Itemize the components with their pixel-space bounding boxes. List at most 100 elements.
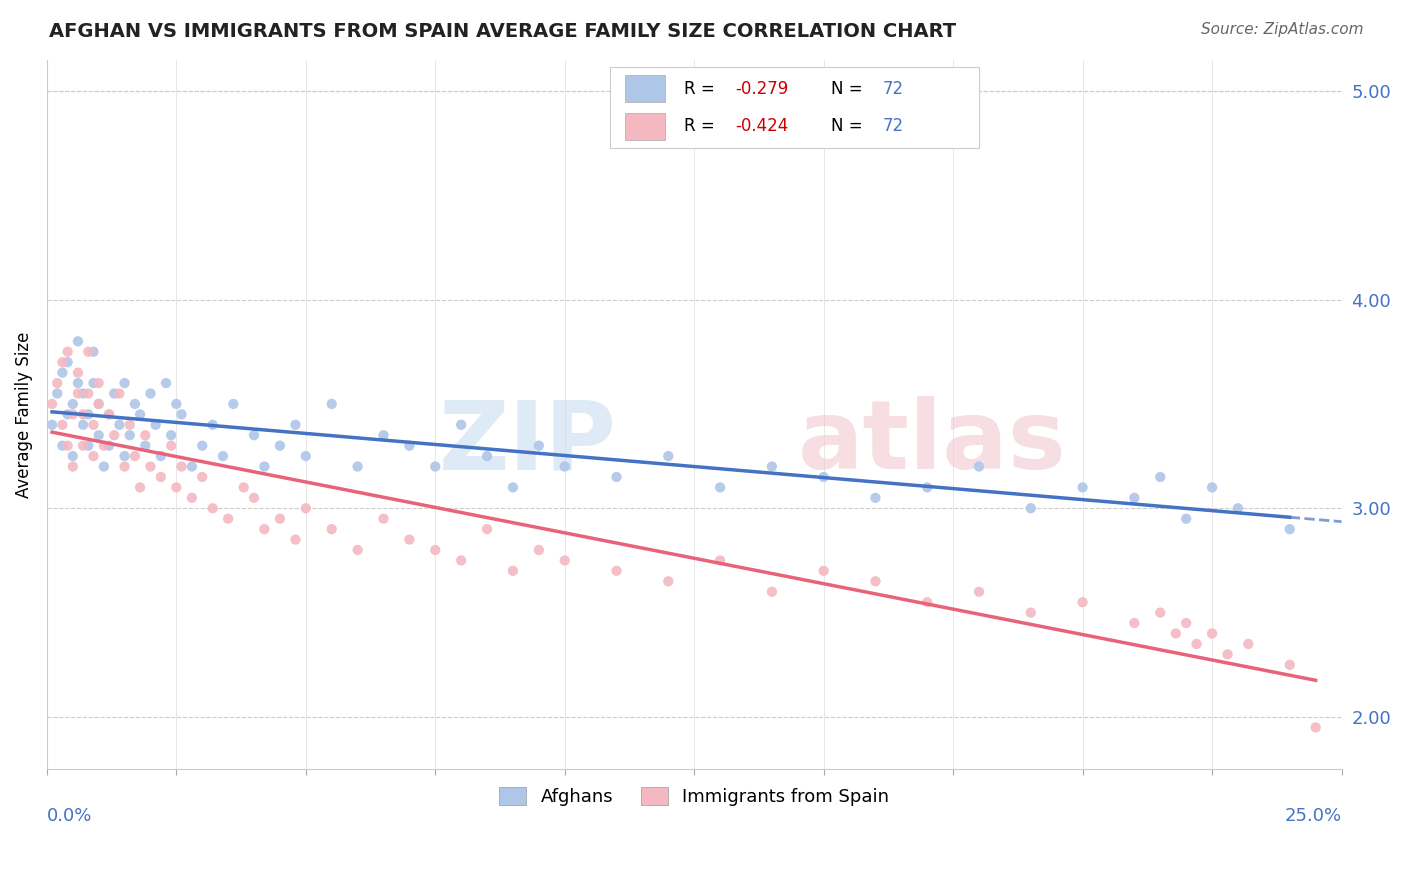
Point <box>1019 606 1042 620</box>
Point <box>1185 637 1208 651</box>
Point <box>967 459 990 474</box>
Point <box>134 428 156 442</box>
Point <box>201 501 224 516</box>
Point <box>87 397 110 411</box>
Point <box>1237 637 1260 651</box>
Point <box>1149 470 1171 484</box>
Point <box>191 470 214 484</box>
Point <box>450 417 472 432</box>
Point <box>93 439 115 453</box>
Point <box>284 533 307 547</box>
Point <box>865 574 887 589</box>
Point <box>180 491 202 505</box>
Point <box>87 428 110 442</box>
Point <box>118 428 141 442</box>
Point <box>98 408 121 422</box>
Point <box>72 439 94 453</box>
Point <box>56 408 79 422</box>
Point <box>56 355 79 369</box>
Point <box>1071 595 1094 609</box>
Point <box>284 417 307 432</box>
Point <box>554 553 576 567</box>
Point <box>62 397 84 411</box>
Point <box>82 449 104 463</box>
Text: AFGHAN VS IMMIGRANTS FROM SPAIN AVERAGE FAMILY SIZE CORRELATION CHART: AFGHAN VS IMMIGRANTS FROM SPAIN AVERAGE … <box>49 22 956 41</box>
Point <box>87 397 110 411</box>
Point <box>709 553 731 567</box>
Point <box>1164 626 1187 640</box>
Point <box>66 376 89 390</box>
Point <box>1201 480 1223 494</box>
Point <box>1305 720 1327 734</box>
Point <box>62 459 84 474</box>
Point <box>103 428 125 442</box>
Point <box>527 439 550 453</box>
Point <box>450 553 472 567</box>
Point <box>82 344 104 359</box>
Point <box>118 417 141 432</box>
Text: atlas: atlas <box>797 396 1066 489</box>
Point <box>114 449 136 463</box>
Point <box>243 428 266 442</box>
Text: 0.0%: 0.0% <box>46 806 93 825</box>
Point <box>967 584 990 599</box>
Point <box>1019 501 1042 516</box>
Point <box>1071 480 1094 494</box>
Point <box>657 574 679 589</box>
Point <box>66 334 89 349</box>
Text: ZIP: ZIP <box>439 396 616 489</box>
Point <box>475 449 498 463</box>
Point <box>108 386 131 401</box>
Point <box>1123 615 1146 630</box>
Point <box>502 480 524 494</box>
Point <box>865 491 887 505</box>
Point <box>82 417 104 432</box>
Point <box>98 408 121 422</box>
Point <box>108 417 131 432</box>
Point <box>425 459 447 474</box>
Point <box>77 386 100 401</box>
Point <box>212 449 235 463</box>
Point <box>1226 501 1249 516</box>
Point <box>170 408 193 422</box>
Text: Source: ZipAtlas.com: Source: ZipAtlas.com <box>1201 22 1364 37</box>
Point <box>46 386 69 401</box>
Point <box>139 459 162 474</box>
Point <box>129 408 152 422</box>
Point <box>93 459 115 474</box>
Point <box>72 386 94 401</box>
Point <box>373 428 395 442</box>
Point <box>155 376 177 390</box>
Point <box>813 564 835 578</box>
Point <box>527 543 550 558</box>
Point <box>813 470 835 484</box>
Point <box>373 512 395 526</box>
Y-axis label: Average Family Size: Average Family Size <box>15 331 32 498</box>
Point <box>160 439 183 453</box>
Point <box>201 417 224 432</box>
Point <box>398 533 420 547</box>
Point <box>217 512 239 526</box>
Point <box>1123 491 1146 505</box>
Point <box>98 439 121 453</box>
Point <box>1175 615 1198 630</box>
Point <box>51 417 73 432</box>
Point <box>346 459 368 474</box>
Point <box>761 584 783 599</box>
Point <box>114 459 136 474</box>
Point <box>502 564 524 578</box>
Point <box>56 344 79 359</box>
Point <box>41 417 63 432</box>
Point <box>124 449 146 463</box>
Point <box>134 439 156 453</box>
Point <box>1201 626 1223 640</box>
Point <box>87 376 110 390</box>
Point <box>72 408 94 422</box>
Point <box>149 470 172 484</box>
Point <box>170 459 193 474</box>
Point <box>554 459 576 474</box>
Point <box>709 480 731 494</box>
Point <box>160 428 183 442</box>
Point <box>253 522 276 536</box>
Point <box>180 459 202 474</box>
